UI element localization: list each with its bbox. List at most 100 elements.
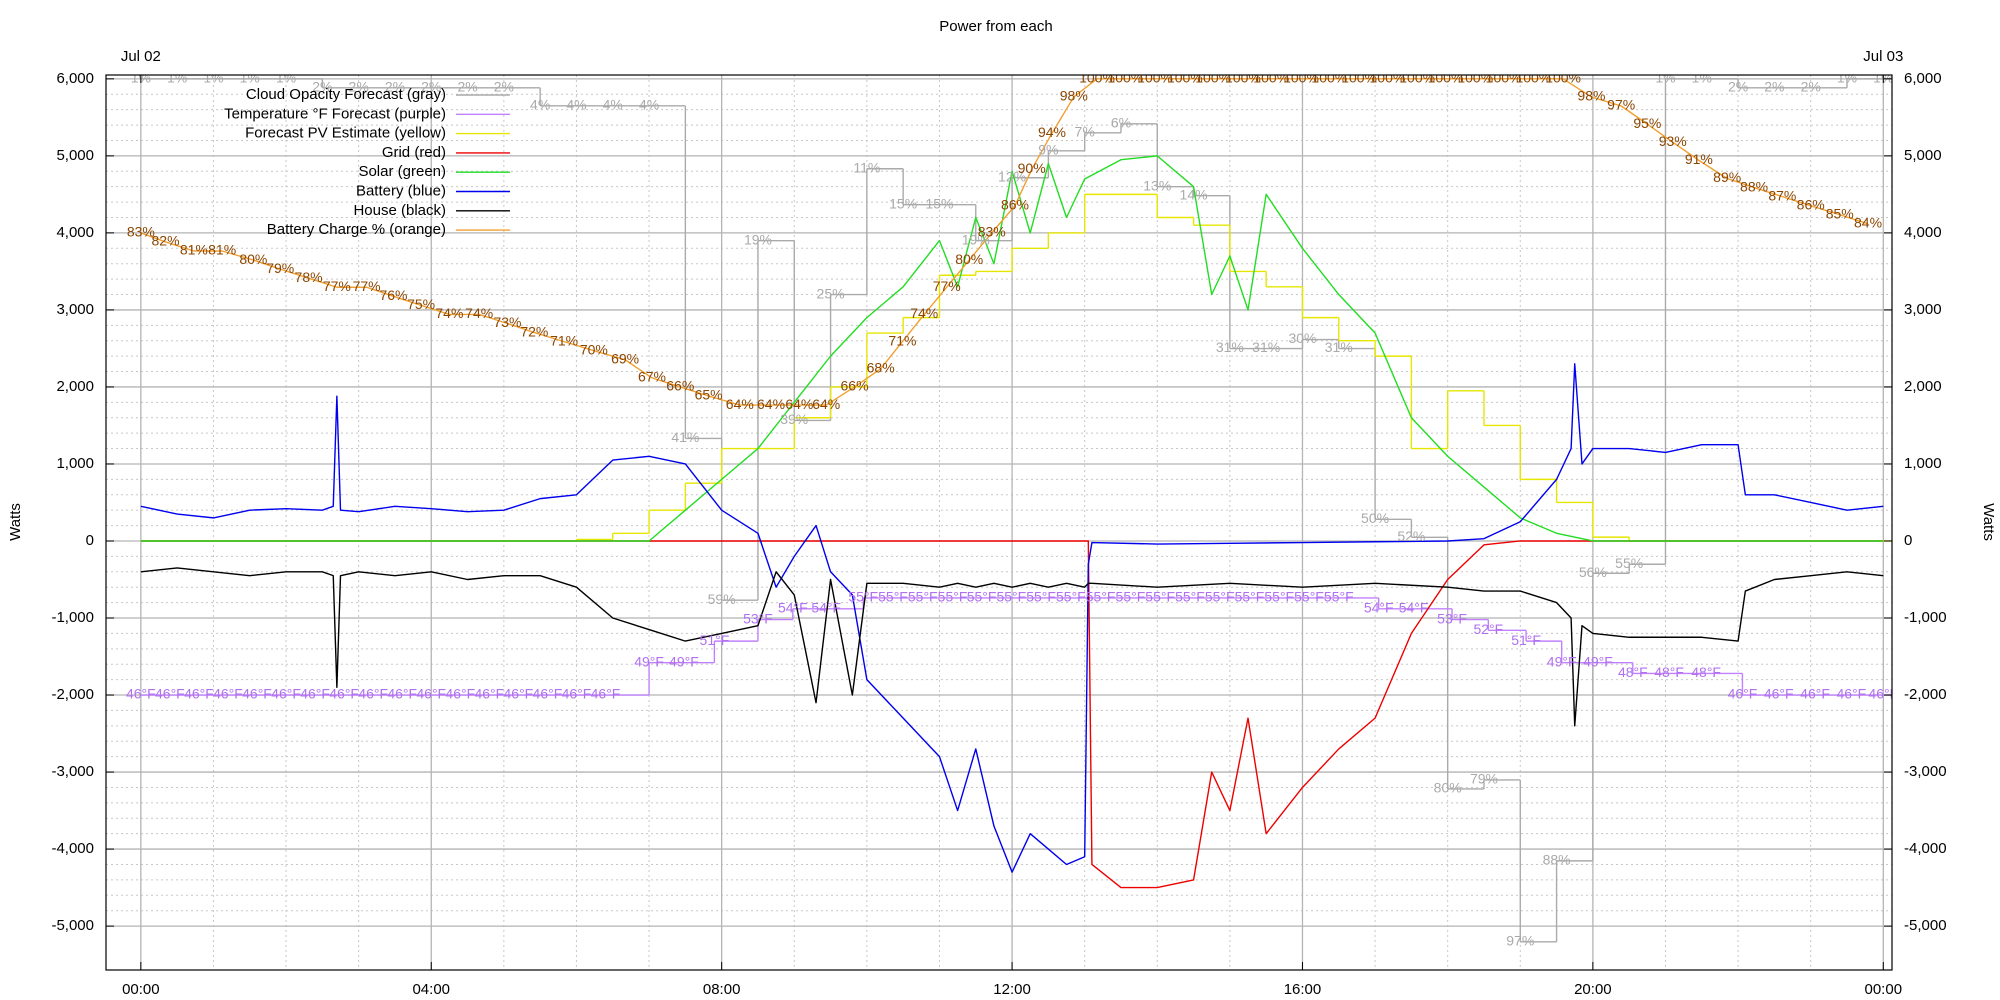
data-label: 74% [435, 305, 463, 321]
data-label: 82% [152, 233, 180, 249]
data-label: 4% [566, 97, 586, 113]
data-label: 48°F [1654, 664, 1684, 680]
data-label: 2% [421, 79, 441, 95]
data-label: 74% [910, 305, 938, 321]
data-label: 80% [239, 251, 267, 267]
data-label: 59% [708, 591, 736, 607]
y-tick-label-right: 5,000 [1904, 147, 1942, 164]
series-line [140, 540, 1884, 889]
data-label: 55°F [1086, 589, 1116, 605]
data-label: 95% [1633, 115, 1661, 131]
data-label: 100% [1137, 70, 1173, 86]
series-line [140, 567, 1884, 727]
data-label: 98% [1060, 88, 1088, 104]
data-label: 55°F [1324, 589, 1354, 605]
data-label: 55°F [967, 589, 997, 605]
y-tick-label: 5,000 [56, 147, 94, 164]
data-label: 54°F [1364, 599, 1394, 615]
data-label: 15% [925, 195, 953, 211]
data-label: 31% [1325, 339, 1353, 355]
data-label: 80% [955, 251, 983, 267]
data-label: 4% [530, 97, 550, 113]
data-label: 48°F [1618, 664, 1648, 680]
data-label: 46°F [271, 686, 301, 702]
data-label: 55°F [1026, 589, 1056, 605]
data-label: 83% [978, 224, 1006, 240]
y-tick-label: 1,000 [56, 455, 94, 472]
y-tick-label-right: 4,000 [1904, 224, 1942, 241]
data-label: 97% [1607, 97, 1635, 113]
data-label: 55°F [1116, 589, 1146, 605]
data-label: 85% [1826, 205, 1854, 221]
data-label: 64% [785, 396, 813, 412]
data-label: 46°F [1868, 686, 1898, 702]
data-label: 77% [353, 278, 381, 294]
y-axis-label-right: Watts [1980, 503, 1997, 541]
data-label: 46°F [416, 686, 446, 702]
data-label: 53°F [1437, 610, 1467, 626]
data-label: 71% [550, 332, 578, 348]
data-label: 1% [203, 70, 223, 86]
data-label: 100% [1370, 70, 1406, 86]
data-label: 100% [1428, 70, 1464, 86]
data-label: 46°F [213, 686, 243, 702]
data-label: 80% [1434, 780, 1462, 796]
data-label: 79% [266, 260, 294, 276]
data-label: 56% [1579, 564, 1607, 580]
data-label: 91% [1685, 151, 1713, 167]
y-tick-label-right: 0 [1904, 532, 1912, 549]
data-label: 55°F [1175, 589, 1205, 605]
data-label: 100% [1079, 70, 1115, 86]
data-label: 76% [379, 287, 407, 303]
data-label: 7% [1075, 124, 1095, 140]
data-label: 46°F [474, 686, 504, 702]
data-label: 78% [295, 269, 323, 285]
y-tick-label: -1,000 [51, 609, 94, 626]
data-label: 77% [933, 278, 961, 294]
data-label: 2% [385, 79, 405, 95]
data-label: 100% [1283, 70, 1319, 86]
data-label: 2% [312, 79, 332, 95]
data-label: 67% [638, 369, 666, 385]
data-label: 81% [180, 242, 208, 258]
y-axis-label: Watts [7, 503, 24, 541]
data-label: 12% [998, 168, 1026, 184]
data-label: 100% [1486, 70, 1522, 86]
data-label: 100% [1107, 70, 1143, 86]
data-label: 83% [127, 224, 155, 240]
data-label: 100% [1167, 70, 1203, 86]
data-label: 65% [695, 387, 723, 403]
data-label: 46°F [1764, 686, 1794, 702]
legend-label: Battery (blue) [356, 182, 446, 199]
data-label: 100% [1515, 70, 1551, 86]
y-tick-label: 3,000 [56, 301, 94, 318]
data-label: 46°F [1728, 686, 1758, 702]
data-label: 55% [1615, 555, 1643, 571]
data-label: 46°F [562, 686, 592, 702]
data-label: 81% [208, 242, 236, 258]
data-label: 49°F [634, 653, 664, 669]
data-label: 4% [639, 97, 659, 113]
x2-tick-label: Jul 03 [1863, 48, 1903, 65]
data-label: 54°F [811, 599, 841, 615]
data-label: 1% [240, 70, 260, 86]
x-tick-label: 16:00 [1284, 981, 1322, 998]
data-label: 46°F [1836, 686, 1866, 702]
legend-label: Solar (green) [358, 163, 446, 180]
data-label: 51°F [1511, 632, 1541, 648]
data-label: 68% [867, 360, 895, 376]
data-label: 25% [817, 285, 845, 301]
data-label: 100% [1545, 70, 1581, 86]
x-tick-label: 04:00 [412, 981, 450, 998]
y-tick-label: 4,000 [56, 224, 94, 241]
data-label: 49°F [669, 653, 699, 669]
data-label: 100% [1225, 70, 1261, 86]
legend-label: Temperature °F Forecast (purple) [224, 105, 446, 122]
data-label: 19% [744, 231, 772, 247]
data-label: 52% [1397, 528, 1425, 544]
y-tick-label: 0 [86, 532, 94, 549]
data-label: 49°F [1583, 653, 1613, 669]
data-label: 9% [1038, 141, 1058, 157]
legend-label: Cloud Opacity Forecast (gray) [246, 86, 446, 103]
